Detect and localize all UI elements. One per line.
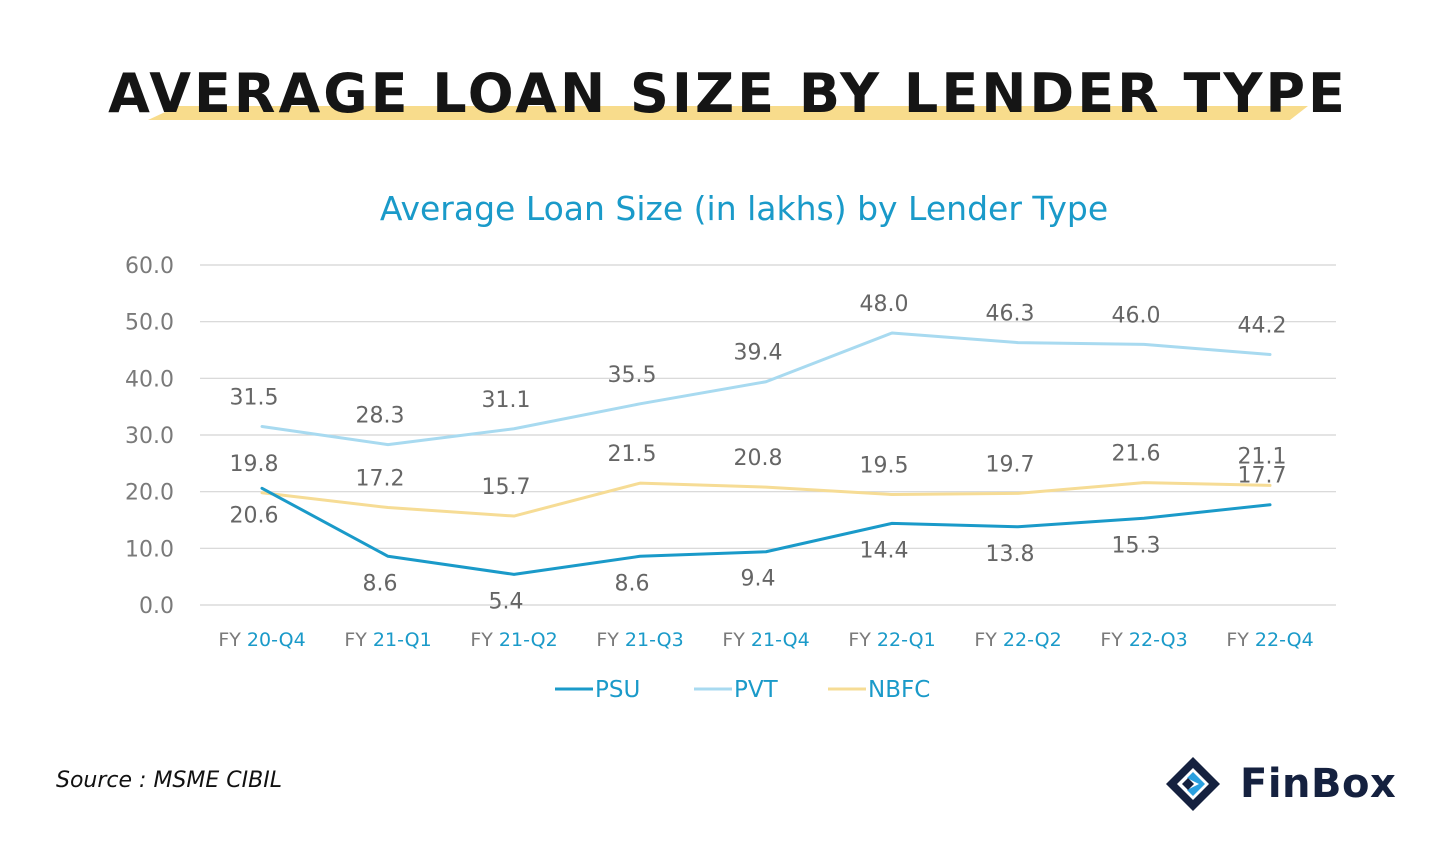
data-label-nbfc: 15.7 <box>482 475 531 500</box>
x-tick-label: FY 20-Q4 <box>218 629 305 651</box>
data-label-psu: 15.3 <box>1112 533 1161 558</box>
y-tick-label: 10.0 <box>125 537 174 562</box>
data-label-nbfc: 20.8 <box>734 446 783 471</box>
data-label-pvt: 44.2 <box>1238 314 1287 339</box>
x-tick-label: FY 21-Q4 <box>722 629 809 651</box>
series-line-nbfc <box>260 481 1272 518</box>
y-tick-label: 0.0 <box>139 594 174 619</box>
series-line-pvt <box>260 331 1272 447</box>
data-label-nbfc: 21.6 <box>1112 442 1161 467</box>
data-label-nbfc: 19.8 <box>230 452 279 477</box>
data-label-psu: 8.6 <box>615 571 650 596</box>
x-tick-label: FY 21-Q2 <box>470 629 557 651</box>
data-label-psu: 5.4 <box>489 589 524 614</box>
data-label-nbfc: 21.5 <box>608 442 657 467</box>
legend-label-pvt: PVT <box>734 677 779 703</box>
page-title-area: AVERAGE LOAN SIZE BY LENDER TYPE <box>0 52 1456 132</box>
x-tick-label: FY 22-Q3 <box>1100 629 1187 651</box>
data-label-nbfc: 19.5 <box>860 454 909 479</box>
data-label-psu: 9.4 <box>741 567 776 592</box>
data-label-psu: 20.6 <box>230 503 279 528</box>
data-label-pvt: 46.0 <box>1112 303 1161 328</box>
finbox-logo-icon <box>1166 757 1220 811</box>
data-label-pvt: 31.1 <box>482 388 531 413</box>
x-tick-label: FY 22-Q2 <box>974 629 1061 651</box>
data-label-pvt: 28.3 <box>356 404 405 429</box>
data-label-pvt: 46.3 <box>986 302 1035 327</box>
y-tick-label: 20.0 <box>125 481 174 506</box>
x-tick-label: FY 21-Q1 <box>344 629 431 651</box>
page-title: AVERAGE LOAN SIZE BY LENDER TYPE <box>108 62 1348 125</box>
legend-label-nbfc: NBFC <box>868 677 930 703</box>
y-tick-label: 30.0 <box>125 424 174 449</box>
brand-logo: FinBox <box>1164 754 1396 814</box>
y-tick-label: 60.0 <box>125 254 174 279</box>
data-label-psu: 8.6 <box>363 571 398 596</box>
data-label-pvt: 48.0 <box>860 292 909 317</box>
data-label-psu: 14.4 <box>860 538 909 563</box>
data-label-psu: 17.7 <box>1238 464 1287 489</box>
data-label-pvt: 39.4 <box>734 341 783 366</box>
data-label-nbfc: 19.7 <box>986 452 1035 477</box>
title-highlight-stripe <box>148 106 1308 120</box>
source-note: Source : MSME CIBIL <box>56 768 282 793</box>
chart-title: Average Loan Size (in lakhs) by Lender T… <box>380 189 1108 228</box>
data-label-nbfc: 21.1 <box>1238 444 1287 469</box>
data-label-pvt: 31.5 <box>230 386 279 411</box>
legend-label-psu: PSU <box>595 677 640 703</box>
y-tick-label: 40.0 <box>125 367 174 392</box>
data-label-psu: 13.8 <box>986 542 1035 567</box>
data-label-pvt: 35.5 <box>608 363 657 388</box>
data-label-nbfc: 17.2 <box>356 467 405 492</box>
x-tick-label: FY 21-Q3 <box>596 629 683 651</box>
y-tick-label: 50.0 <box>125 311 174 336</box>
x-tick-label: FY 22-Q1 <box>848 629 935 651</box>
x-tick-label: FY 22-Q4 <box>1226 629 1313 651</box>
brand-name: FinBox <box>1240 761 1397 807</box>
series-line-psu <box>260 486 1272 576</box>
